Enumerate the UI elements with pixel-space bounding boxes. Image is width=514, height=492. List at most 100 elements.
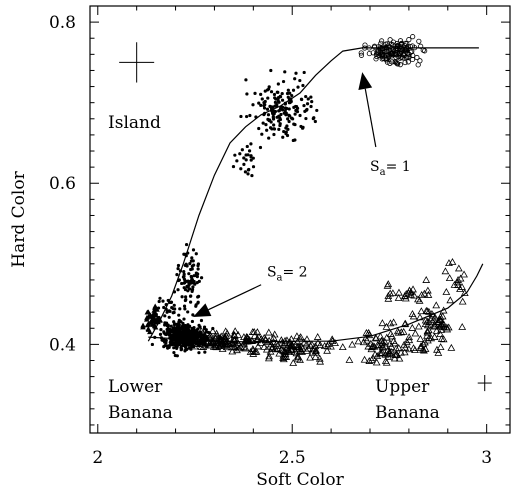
data-point-triangle [445,259,453,267]
region-label: Upper [375,377,430,397]
data-point-dot [183,307,187,311]
data-point-triangle [403,338,411,346]
data-point-triangle [296,346,305,354]
data-point-dot [150,342,154,347]
data-point-dot [204,328,208,332]
data-point-dot [266,96,270,100]
annotation-label: Sa= 1 [370,159,411,178]
data-point-dot [285,91,290,96]
data-point-triangle [369,353,377,361]
data-point-triangle [424,290,433,298]
data-point-circle [410,34,416,40]
data-point-dot [174,342,178,347]
data-point-triangle [280,352,289,360]
data-point-dot [187,272,191,276]
data-point-filled-triangle [149,313,156,319]
data-point-dot [298,78,302,83]
data-point-dot [266,113,271,117]
region-label: Banana [375,403,440,423]
data-point-dot [267,136,271,140]
data-point-triangle [387,342,396,350]
data-point-triangle [208,327,217,335]
data-point-dot [191,330,195,334]
data-point-triangle [209,338,218,346]
data-point-dot [261,121,265,125]
data-point-dot [242,156,246,160]
data-point-triangle [230,343,239,351]
data-point-triangle [365,357,374,364]
data-point-triangle [228,347,237,355]
data-point-triangle [212,329,221,337]
data-point-dot [278,122,282,126]
data-point-dot [196,294,201,298]
data-point-dot [282,129,286,134]
data-point-dot [305,102,310,106]
data-point-dot [175,328,180,332]
data-point-triangle [327,342,335,350]
data-point-dot [313,119,317,124]
data-point-dot [302,70,306,75]
data-point-dot [240,148,244,152]
data-point-triangle [264,328,273,336]
data-point-dot [293,138,297,142]
data-point-triangle [384,294,393,302]
data-point-triangle [422,276,431,283]
data-point-triangle [273,345,282,353]
data-point-dot [203,350,207,354]
data-point-triangle [240,343,248,351]
axis-ticks [90,6,510,433]
data-point-triangle [279,354,287,361]
data-point-triangle [384,291,393,299]
data-point-dot [176,267,180,271]
data-point-triangle [270,330,279,338]
data-point-triangle [361,334,370,342]
data-point-dot [276,82,280,86]
data-point-dot [245,92,249,96]
data-point-dot [199,318,204,323]
data-point-triangle [308,345,317,353]
data-point-filled-triangle [149,321,156,327]
data-point-circle [404,51,410,57]
data-point-triangle [456,285,464,292]
data-point-triangle [439,335,448,343]
data-point-dot [195,281,199,285]
data-point-triangle [420,346,428,354]
data-point-dot [257,126,261,131]
data-point-dot [276,96,281,100]
data-point-dot [245,144,249,149]
data-point-dot [244,78,248,82]
data-point-triangle [436,312,445,320]
data-point-dot [281,79,286,84]
data-point-triangle [252,347,261,355]
data-point-dot [167,315,171,319]
data-point-triangle [287,342,295,350]
data-point-filled-triangle [145,326,152,332]
data-point-triangle [432,326,441,334]
data-point-dot [265,128,269,132]
data-point-triangle [231,327,240,335]
data-point-dot [182,317,186,321]
data-point-circle [387,60,393,67]
data-point-dot [246,153,250,157]
data-point-triangle [313,333,322,340]
data-point-circle [378,38,385,44]
data-point-triangle [436,343,445,351]
data-point-triangle [381,356,390,364]
data-point-dot [190,326,194,331]
data-point-triangle [287,346,296,354]
data-point-dot [168,327,172,331]
data-point-triangle [308,348,317,356]
data-point-dot [272,127,277,131]
data-point-dot [172,350,176,355]
annotation-value: = 1 [386,159,411,175]
data-point-dot [239,114,243,119]
data-point-dot [251,165,256,169]
data-point-triangle [232,336,241,344]
data-point-triangle [268,343,277,351]
data-point-triangle [414,295,422,303]
data-point-dot [172,303,176,307]
data-point-dot [262,104,266,108]
data-point-triangle [289,359,298,366]
data-point-triangle [230,336,239,344]
